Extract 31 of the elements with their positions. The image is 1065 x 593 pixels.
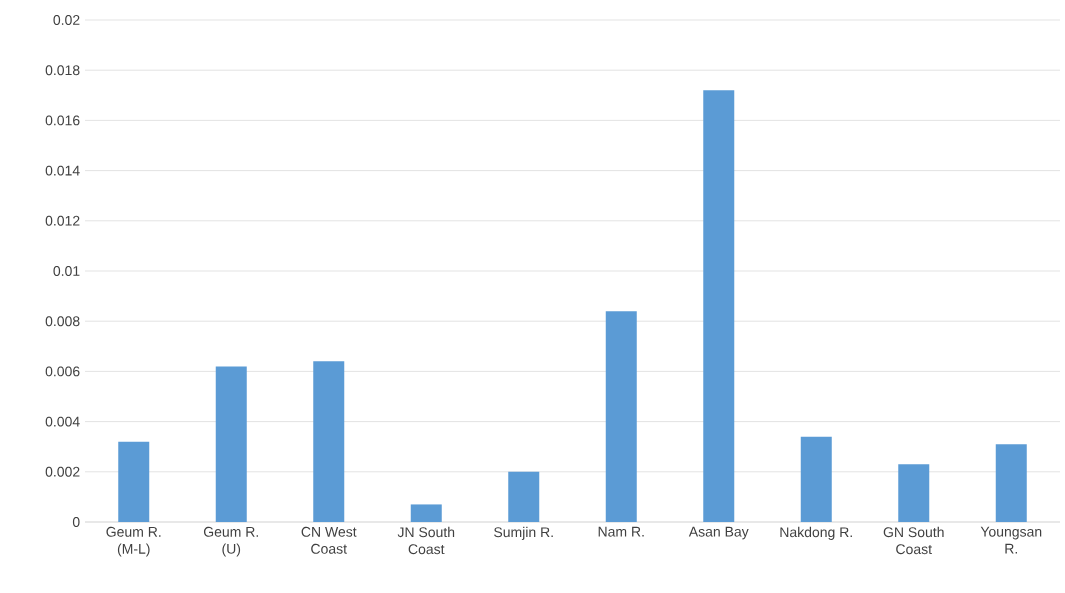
x-tick-label: Sumjin R.	[494, 526, 553, 540]
bar	[313, 361, 345, 522]
bar	[410, 504, 442, 522]
y-tick-label: 0.02	[53, 15, 80, 25]
y-tick-label: 0.018	[45, 65, 80, 76]
bar	[800, 436, 832, 522]
x-tick-label: Geum R. (U)	[203, 526, 258, 557]
bar	[703, 90, 735, 522]
x-tick-label: Geum R. (M-L)	[106, 526, 161, 557]
y-tick-label: 0	[72, 517, 80, 527]
y-tick-label: 0.004	[45, 416, 80, 427]
y-tick-label: 0.016	[45, 115, 80, 126]
x-tick-label: Asan Bay	[688, 526, 749, 540]
bar	[118, 441, 150, 522]
y-tick-label: 0.008	[45, 316, 80, 327]
bar	[605, 311, 637, 522]
y-tick-label: 0.01	[53, 266, 80, 276]
x-tick-label: Nakdong R.	[780, 526, 852, 540]
bar	[215, 366, 247, 522]
bar	[898, 464, 930, 522]
x-tick-label: JN South Coast	[397, 526, 455, 555]
y-tick-label: 0.002	[45, 466, 80, 477]
x-tick-label: Youngsan R.	[980, 526, 1042, 554]
y-tick-label: 0.012	[45, 215, 80, 226]
bar	[995, 444, 1027, 522]
y-tick-label: 0.014	[45, 165, 80, 176]
y-tick-label: 0.006	[45, 366, 80, 377]
bar	[508, 471, 540, 522]
x-tick-label: CN West Coast	[301, 526, 357, 554]
x-tick-label: GN South Coast	[883, 526, 944, 555]
x-tick-label: Nam R.	[598, 526, 644, 537]
